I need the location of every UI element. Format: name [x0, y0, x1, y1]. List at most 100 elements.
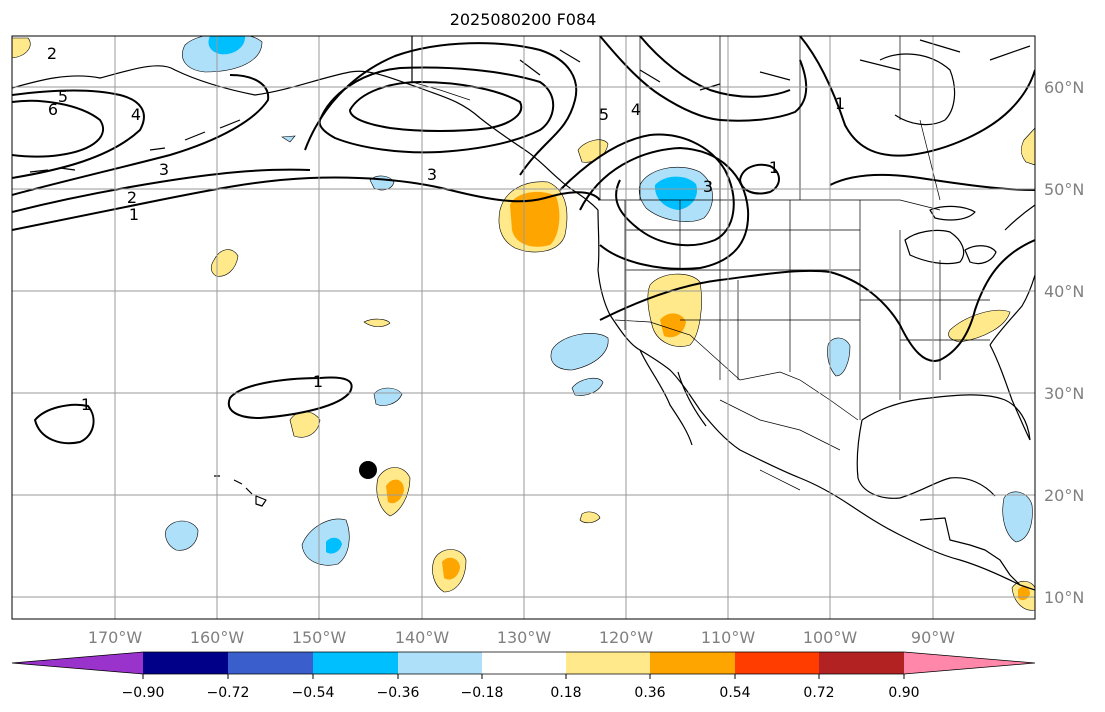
- shade-mexico-yellow-small: [579, 511, 601, 524]
- colorbar-segment: [735, 652, 819, 674]
- colorbar-tick-label: 0.36: [634, 685, 665, 701]
- contour-4-nw: [639, 36, 791, 98]
- shade-texas-blue: [827, 337, 851, 377]
- colorbar-tick-label: −0.90: [122, 685, 165, 701]
- shade-pnw-orange: [510, 191, 560, 247]
- contour-label: 3: [159, 160, 169, 179]
- border-us-states: [624, 200, 990, 420]
- contour-1-north: [799, 36, 1035, 157]
- border-canada-provinces: [599, 36, 941, 201]
- colorbar-tick-label: 0.18: [550, 685, 581, 701]
- shade-baja-small-blue: [571, 377, 604, 396]
- colorbar-extend-left: [12, 652, 143, 674]
- colorbar-tick-label: −0.36: [377, 685, 420, 701]
- shade-alberta-core: [654, 176, 698, 210]
- lon-label: 160°W: [190, 628, 245, 647]
- contour-3-bc: [304, 42, 578, 176]
- colorbar-ticks: [142, 674, 905, 679]
- contour-gulf-alaska-inner: [349, 81, 523, 132]
- coast-great-lakes: [904, 205, 997, 265]
- contour-label: 5: [599, 105, 609, 124]
- contour-label: 6: [48, 100, 58, 119]
- longitude-labels: 170°W 160°W 150°W 140°W 130°W 120°W 110°…: [88, 628, 955, 647]
- colorbar-tick-label: 0.72: [803, 685, 834, 701]
- borders: [411, 36, 990, 491]
- shade-central-america-blue: [1002, 491, 1033, 543]
- map-area: 2 5 6 4 3 2 1 3 5 4 3 1 1 1 1: [11, 35, 1036, 620]
- contour-label: 1: [313, 372, 323, 391]
- colorbar-segment: [313, 652, 398, 674]
- lon-label: 90°W: [911, 628, 955, 647]
- colorbar-tick-label: 0.54: [719, 685, 750, 701]
- shade-baja-blue: [550, 333, 609, 371]
- shade-south-pacific-orange: [386, 479, 404, 504]
- coast-gulf-mexico: [856, 394, 1031, 499]
- shade-hawaii-blue-2-core: [326, 537, 342, 554]
- coast-east-us: [989, 204, 1035, 346]
- colorbar-tick-label: −0.18: [461, 685, 504, 701]
- lat-label: 60°N: [1044, 78, 1084, 97]
- coast-aleutians: [29, 119, 241, 173]
- colorbar-segment: [398, 652, 482, 674]
- shade-pacific-blue-2: [373, 387, 403, 406]
- lat-label: 10°N: [1044, 588, 1084, 607]
- colorbar-segment: [228, 652, 313, 674]
- contour-labels: 2 5 6 4 3 2 1 3 5 4 3 1 1 1 1: [47, 44, 845, 414]
- colorbar-tick-labels: −0.90 −0.72 −0.54 −0.36 −0.18 0.18 0.36 …: [122, 685, 920, 701]
- contour-1-central: [599, 239, 1035, 362]
- colorbar-segment: [650, 652, 735, 674]
- coast-alaska: [12, 65, 599, 211]
- colorbar-segment: [566, 652, 650, 674]
- border-us-mexico: [614, 319, 859, 421]
- contour-label: 1: [81, 395, 91, 414]
- colorbar-tick-label: −0.72: [207, 685, 250, 701]
- station-marker: [359, 461, 377, 479]
- lon-label: 170°W: [88, 628, 143, 647]
- lat-label: 30°N: [1044, 384, 1084, 403]
- contour-1-canada-low: [739, 163, 780, 195]
- contour-1-far-west: [34, 403, 95, 445]
- contours: [12, 36, 1035, 445]
- shade-gulf-small-blue: [281, 135, 296, 143]
- contour-label: 2: [127, 188, 137, 207]
- colorbar-extend-right: [904, 652, 1035, 674]
- shade-south-orange-2: [442, 557, 460, 580]
- shade-mid-pacific-thin: [363, 318, 391, 327]
- contour-label: 1: [835, 94, 845, 113]
- contour-label: 5: [58, 87, 68, 106]
- lon-label: 150°W: [292, 628, 347, 647]
- colorbar-tick-label: −0.54: [292, 685, 335, 701]
- contour-label: 1: [769, 158, 779, 177]
- coast-central-america: [919, 517, 1021, 586]
- lon-label: 130°W: [497, 628, 552, 647]
- contour-label: 3: [703, 177, 713, 196]
- contour-1-west: [12, 176, 601, 231]
- contour-4-west: [12, 89, 145, 179]
- contour-gulf-alaska-lows: [318, 66, 555, 154]
- border-us-canada: [598, 199, 941, 211]
- contour-label: 1: [129, 205, 139, 224]
- shade-hawaii-north-yellow: [210, 249, 239, 277]
- shade-hawaii-blue-2: [301, 518, 350, 566]
- lon-label: 100°W: [803, 628, 858, 647]
- colorbar-segment: [143, 652, 228, 674]
- contour-label: 4: [131, 105, 141, 124]
- border-alaska-canada: [411, 36, 471, 101]
- contour-3-alberta: [559, 133, 735, 247]
- border-mexico-states: [719, 399, 841, 491]
- colorbar: −0.90 −0.72 −0.54 −0.36 −0.18 0.18 0.36 …: [11, 651, 1036, 701]
- contour-6-ak: [12, 99, 105, 158]
- coast-baja: [639, 349, 707, 446]
- lat-label: 40°N: [1044, 282, 1084, 301]
- map-title: 2025080200 F084: [450, 10, 597, 29]
- latitude-labels: 60°N 50°N 40°N 30°N 20°N 10°N: [1044, 78, 1084, 607]
- map-frame: [11, 35, 1036, 620]
- shade-ohio-yellow: [948, 309, 1011, 343]
- coast-florida: [989, 344, 1031, 441]
- contour-1-pacific: [227, 376, 353, 419]
- shade-sw-us-yellow: [647, 273, 702, 347]
- lat-label: 50°N: [1044, 180, 1084, 199]
- colorbar-segment: [819, 652, 904, 674]
- gridlines: [12, 36, 1035, 619]
